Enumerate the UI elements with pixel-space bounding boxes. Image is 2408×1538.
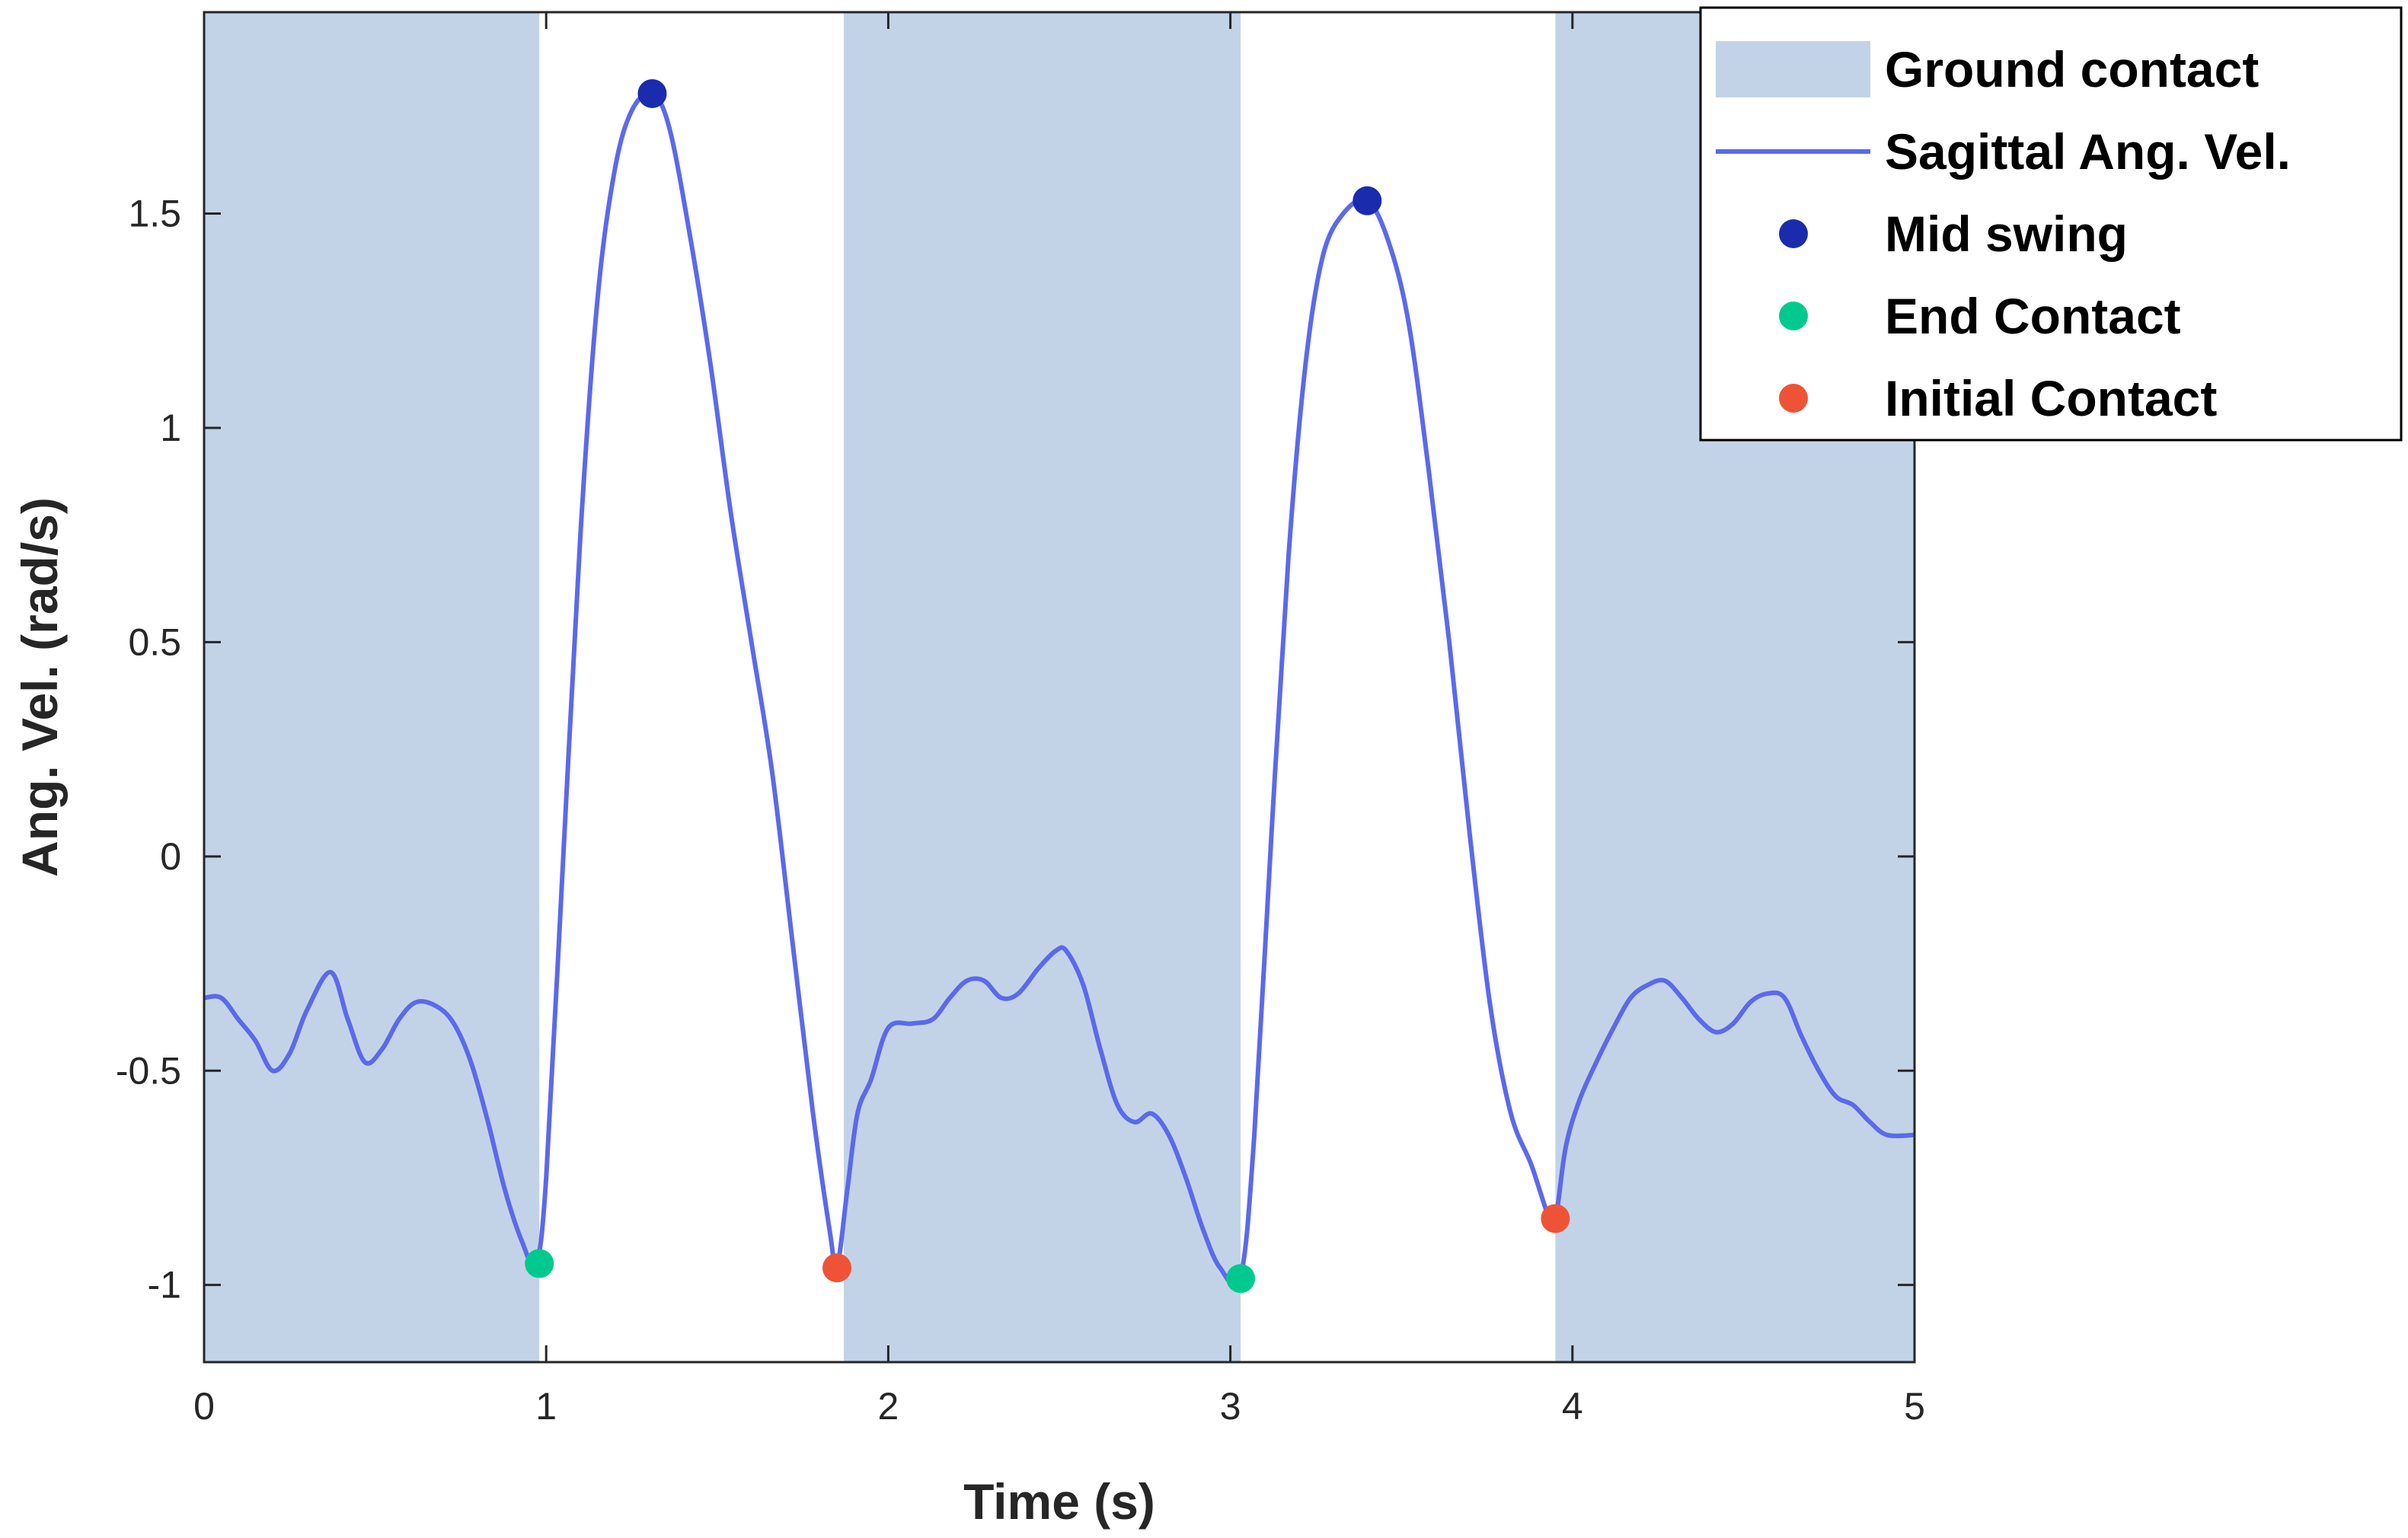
- marker-initial-contact: [822, 1253, 852, 1283]
- x-tick-label: 5: [1904, 1385, 1925, 1428]
- legend-item-line: Sagittal Ang. Vel.: [1716, 123, 2291, 180]
- y-tick-label: 1.5: [128, 193, 181, 235]
- ground-contact-regions: [204, 12, 1915, 1362]
- x-tick-label: 2: [877, 1385, 899, 1428]
- legend-item-initial-contact: Initial Contact: [1779, 370, 2217, 426]
- legend-item-ground-contact: Ground contact: [1716, 41, 2259, 97]
- event-markers: [525, 78, 1570, 1294]
- x-axis-title: Time (s): [963, 1473, 1155, 1530]
- legend-swatch-marker: [1779, 219, 1808, 248]
- marker-end-contact: [525, 1249, 554, 1278]
- legend-label: Sagittal Ang. Vel.: [1885, 123, 2291, 180]
- legend-item-end-contact: End Contact: [1779, 288, 2181, 344]
- legend-swatch-marker: [1779, 384, 1808, 413]
- legend-label: End Contact: [1885, 288, 2181, 344]
- marker-end-contact: [1226, 1264, 1256, 1294]
- y-tick-label: -1: [148, 1264, 181, 1307]
- ground-contact-region: [204, 12, 540, 1362]
- legend-label: Initial Contact: [1885, 370, 2217, 426]
- marker-mid-swing: [1353, 186, 1382, 215]
- marker-initial-contact: [1541, 1204, 1570, 1233]
- x-tick-label: 4: [1562, 1385, 1583, 1428]
- legend: Ground contact Sagittal Ang. Vel. Mid swin…: [1699, 6, 2403, 442]
- ground-contact-region: [844, 12, 1241, 1362]
- y-tick-label: 0: [160, 835, 181, 878]
- legend-swatch-patch: [1716, 41, 1870, 97]
- x-tick-label: 3: [1220, 1385, 1241, 1428]
- y-tick-label: 0.5: [128, 621, 181, 663]
- y-tick-label: -0.5: [116, 1049, 181, 1092]
- marker-mid-swing: [637, 78, 667, 108]
- legend-label: Mid swing: [1885, 206, 2128, 262]
- x-tick-label: 0: [193, 1385, 215, 1428]
- legend-label: Ground contact: [1885, 41, 2259, 97]
- axes-box: [203, 11, 1916, 1364]
- y-tick-label: 1: [160, 407, 181, 449]
- legend-swatch-marker: [1779, 302, 1808, 330]
- x-tick-label: 1: [535, 1385, 557, 1428]
- legend-item-mid-swing: Mid swing: [1779, 206, 2128, 262]
- y-axis-title: Ang. Vel. (rad/s): [11, 497, 68, 877]
